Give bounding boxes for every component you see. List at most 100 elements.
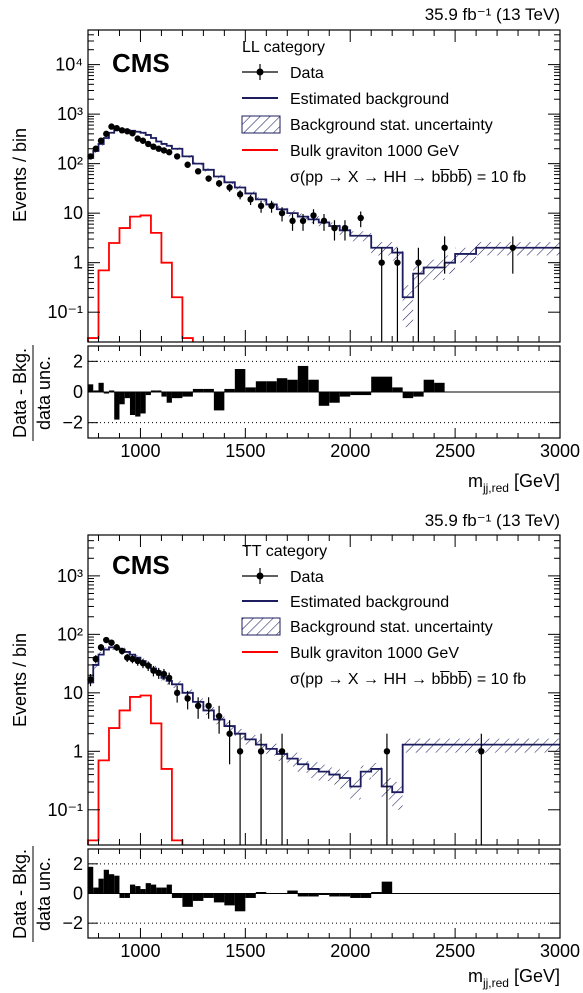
data-point (129, 655, 136, 663)
uncertainty-band-bin (392, 781, 403, 810)
data-point (173, 153, 181, 160)
ratio-y-tick-label: 0 (73, 884, 83, 904)
uncertainty-band-bin (360, 765, 372, 780)
data-point (160, 147, 168, 154)
ratio-bar (308, 379, 319, 392)
lumi-label-bottom: 35.9 fb⁻¹ (13 TeV) (425, 511, 560, 530)
data-point (97, 644, 105, 651)
cms-label-top: CMS (112, 48, 170, 78)
ratio-bar (135, 392, 141, 417)
y-tick-label: 10⁻¹ (47, 800, 83, 820)
ratio-bar (98, 382, 104, 392)
ratio-bar (129, 884, 136, 894)
y-tick-label: 10⁴ (55, 55, 83, 75)
x-tick-label: 1500 (225, 441, 265, 461)
data-point (226, 184, 233, 191)
ratio-bar (213, 392, 225, 411)
main-plot-ll: 10⁻¹ 1 10 10² 10³ 10⁴ (47, 29, 561, 343)
ratio-bar (93, 887, 99, 894)
ratio-bar (318, 392, 330, 406)
y-tick-label: 10³ (57, 104, 83, 124)
ratio-bar (371, 376, 393, 392)
ratio-bar (171, 392, 183, 399)
uncertainty-band-bin (423, 259, 435, 280)
uncertainty-band-bin (287, 752, 298, 767)
data-point (108, 639, 115, 646)
ratio-bar (287, 379, 298, 392)
ratio-bar (103, 392, 109, 394)
data-point (103, 636, 110, 644)
data-point (415, 259, 422, 266)
legend-data-marker (256, 572, 264, 580)
data-point (87, 153, 94, 160)
y-tick-label: 10⁻¹ (47, 302, 83, 322)
data-point (205, 702, 212, 710)
uncertainty-band-bin (297, 757, 309, 773)
data-point (139, 137, 147, 144)
ratio-bar (360, 893, 372, 898)
data-point (278, 209, 286, 217)
uncertainty-band-bin (434, 259, 445, 280)
ratio-bar (203, 388, 214, 392)
uncertainty-band-bin (476, 242, 560, 256)
ratio-bar (114, 392, 120, 420)
x-tick-label: 1000 (120, 441, 160, 461)
data-point (310, 212, 317, 219)
x-tick-label: 3000 (540, 941, 580, 961)
ratio-bar (234, 369, 246, 392)
y-tick-label: 1 (73, 741, 83, 761)
data-point (108, 123, 115, 130)
ratio-y-tick-label: −2 (62, 413, 83, 433)
data-point (87, 676, 94, 683)
ratio-bar (156, 390, 162, 392)
uncertainty-band-bin (350, 777, 361, 800)
data-point (509, 244, 516, 251)
ratio-bar (423, 379, 435, 392)
data-point (289, 217, 296, 225)
ratio-bar (255, 892, 267, 894)
data-point (113, 644, 120, 651)
data-point (236, 191, 244, 198)
data-point (118, 127, 126, 134)
data-point (150, 667, 157, 674)
data-point (155, 669, 162, 677)
ratio-bar (182, 893, 193, 907)
data-point (97, 137, 105, 144)
ratio-ylabel-bottom-num: Data - Bkg. (10, 849, 30, 939)
data-point (236, 748, 244, 755)
ratio-bar (245, 893, 256, 898)
legend-xsec-label: σ(pp → X → HH → bb̅bb̅) = 10 fb (290, 168, 526, 186)
data-point (205, 175, 212, 182)
ratio-bar (171, 893, 183, 898)
ratio-bar (145, 883, 151, 894)
legend-uncertainty-label: Background stat. uncertainty (290, 117, 493, 134)
data-point (124, 654, 131, 661)
ratio-bar (224, 893, 235, 906)
uncertainty-band-bin (455, 247, 477, 263)
y-tick-label: 10 (63, 203, 83, 223)
data-point (341, 224, 349, 232)
main-plot-tt: 10⁻¹ 1 10 10² 10³ (47, 534, 561, 846)
ratio-bar (413, 392, 424, 397)
ratio-bar (392, 387, 403, 392)
data-point (145, 662, 152, 669)
ratio-ylabel-top: Data - Bkg. data unc. (10, 345, 54, 441)
ratio-bar (192, 388, 204, 392)
ratio-bar (135, 886, 141, 894)
ratio-bar (276, 378, 288, 392)
data-point (278, 748, 286, 755)
data-point (257, 748, 265, 755)
ratio-bar (308, 893, 319, 897)
ratio-bar (213, 893, 225, 903)
ratio-bar (245, 387, 256, 392)
ylabel-main-bottom: Events / bin (10, 633, 30, 727)
ratio-ylabel-bottom: Data - Bkg. data unc. (10, 846, 54, 942)
x-tick-label: 2000 (330, 941, 370, 961)
category-label-tt: TT category (242, 543, 327, 560)
data-point (194, 702, 202, 710)
xlabel-top: mjj,red [GeV] (468, 471, 560, 495)
x-tick-label: 2500 (435, 441, 475, 461)
legend-top: Data Estimated background Background sta… (241, 64, 526, 186)
uncertainty-band-bin (329, 767, 340, 785)
